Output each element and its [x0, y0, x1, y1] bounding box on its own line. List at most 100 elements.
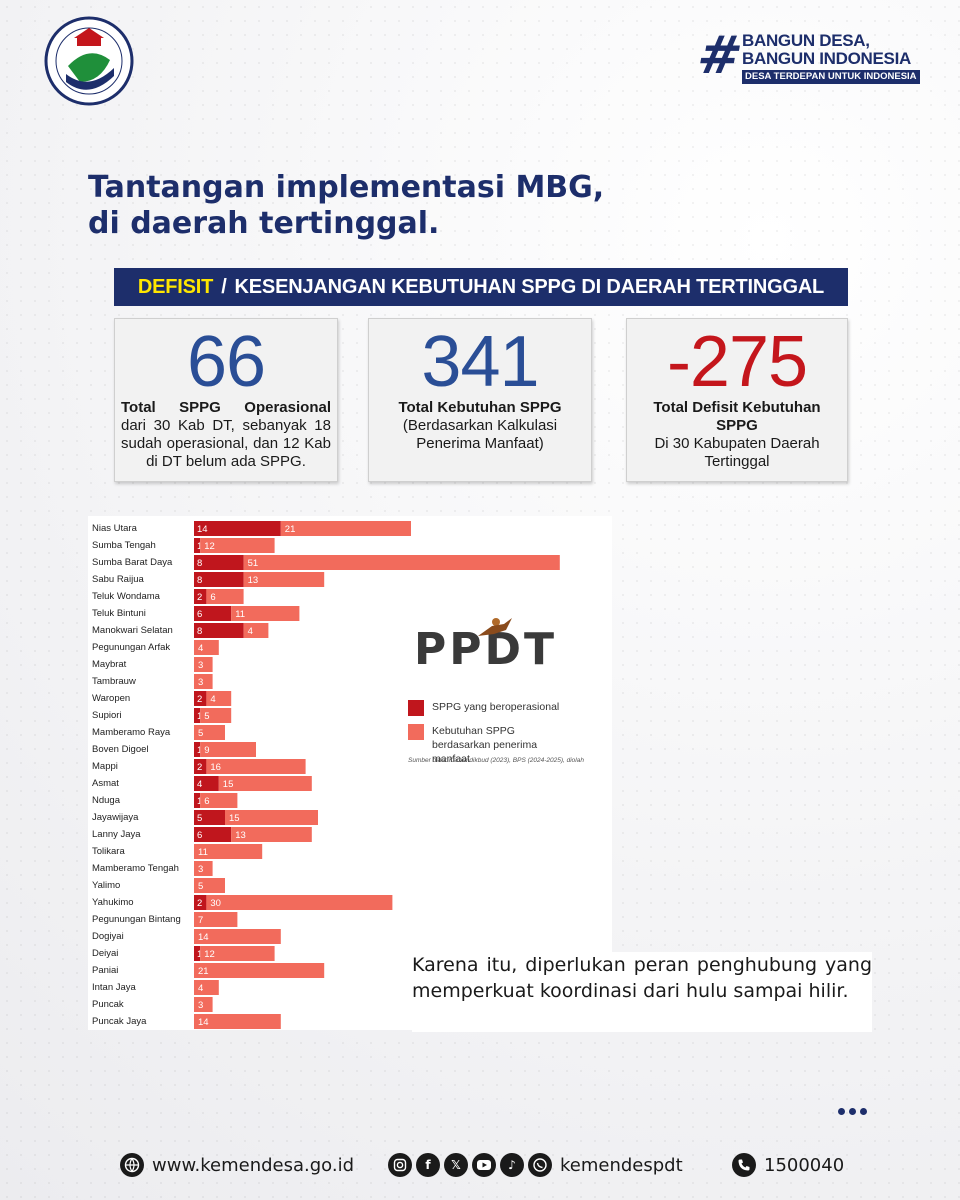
bar-row: Yahukimo 2 30 — [92, 895, 393, 910]
bar-row: Sumba Barat Daya 8 51 — [92, 555, 560, 570]
category-label: Sumba Tengah — [92, 540, 156, 551]
bar-row: Mamberamo Raya 5 — [92, 725, 225, 740]
facebook-icon[interactable]: f — [416, 1153, 440, 1177]
bar-row: Puncak 3 — [92, 997, 213, 1012]
bar-row: Pegunungan Bintang 7 — [92, 912, 238, 927]
bar-need — [231, 606, 300, 621]
bar-need — [194, 963, 325, 978]
bar-operational — [194, 538, 201, 553]
bar-row: Manokwari Selatan 8 4 — [92, 623, 269, 638]
category-label: Tambrauw — [92, 676, 136, 687]
bar-operational — [194, 776, 219, 791]
x-icon[interactable]: 𝕏 — [444, 1153, 468, 1177]
ppdt-figure-icon — [478, 618, 512, 636]
whatsapp-icon[interactable] — [528, 1153, 552, 1177]
value-label-operational: 8 — [197, 558, 202, 569]
stat-value: -275 — [666, 322, 808, 402]
value-label-need: 5 — [198, 881, 203, 892]
bar-operational — [194, 623, 244, 638]
value-label-operational: 1 — [197, 745, 202, 756]
banner-highlight: DEFISIT — [137, 275, 214, 298]
footer-website[interactable]: www.kemendesa.go.id — [120, 1152, 354, 1178]
stat-value: 66 — [186, 322, 266, 402]
category-label: Puncak Jaya — [92, 1016, 147, 1027]
title-line-2: di daerah tertinggal. — [88, 206, 440, 241]
stat-box-need: 341 Total Kebutuhan SPPG (Berdasarkan Ka… — [368, 318, 592, 482]
bar-need — [206, 759, 306, 774]
category-label: Nduga — [92, 795, 121, 806]
bar-need — [206, 691, 232, 706]
legend-label: Kebutuhan SPPG berdasarkan penerima manf… — [432, 725, 538, 765]
value-label-need: 7 — [198, 915, 203, 926]
value-label-operational: 6 — [197, 830, 202, 841]
bar-row: Deiyai 1 12 — [92, 946, 275, 961]
banner-text: KESENJANGAN KEBUTUHAN SPPG DI DAERAH TER… — [234, 275, 825, 298]
stat-description: (Berdasarkan Kalkulasi Penerima Manfaat) — [402, 417, 558, 452]
category-label: Lanny Jaya — [92, 829, 141, 840]
bar-row: Teluk Bintuni 6 11 — [92, 606, 300, 621]
bar-row: Asmat 4 15 — [92, 776, 312, 791]
section-banner: DEFISIT / KESENJANGAN KEBUTUHAN SPPG DI … — [114, 268, 848, 306]
phone-number: 1500040 — [764, 1154, 845, 1176]
category-label: Intan Jaya — [92, 982, 137, 993]
bar-need — [194, 844, 263, 859]
bar-operational — [194, 691, 207, 706]
bar-row: Yalimo 5 — [92, 878, 225, 893]
bar-operational — [194, 895, 207, 910]
bar-operational — [194, 827, 232, 842]
bar-need — [200, 708, 232, 723]
footer-phone[interactable]: 1500040 — [732, 1152, 844, 1178]
website-text: www.kemendesa.go.id — [152, 1154, 355, 1176]
value-label-need: 13 — [235, 830, 246, 841]
stat-label: Total Defisit Kebutuhan SPPG — [653, 399, 821, 434]
bar-row: Paniai 21 — [92, 963, 325, 978]
value-label-operational: 2 — [197, 694, 202, 705]
category-label: Jayawijaya — [92, 812, 139, 823]
bar-operational — [194, 708, 201, 723]
bar-need — [280, 521, 411, 536]
value-label-operational: 1 — [197, 796, 202, 807]
bar-row: Tambrauw 3 — [92, 674, 213, 689]
youtube-icon[interactable] — [472, 1153, 496, 1177]
legend-item-need: Kebutuhan SPPG berdasarkan penerima manf… — [408, 724, 572, 766]
value-label-need: 4 — [210, 694, 215, 705]
value-label-need: 6 — [204, 796, 209, 807]
instagram-icon[interactable] — [388, 1153, 412, 1177]
bar-operational — [194, 946, 201, 961]
value-label-need: 21 — [198, 966, 209, 977]
bar-need — [194, 657, 213, 672]
category-label: Paniai — [92, 965, 118, 976]
value-label-need: 12 — [204, 541, 215, 552]
category-label: Sabu Raijua — [92, 574, 144, 585]
tiktok-icon[interactable]: ♪ — [500, 1153, 524, 1177]
bar-need — [194, 861, 213, 876]
value-label-need: 15 — [223, 779, 234, 790]
bar-need — [206, 895, 393, 910]
bar-need — [243, 572, 325, 587]
bar-row: Maybrat 3 — [92, 657, 213, 672]
category-label: Asmat — [92, 778, 119, 789]
hashtag-tagline: DESA TERDEPAN UNTUK INDONESIA — [742, 70, 920, 84]
bar-need — [194, 878, 225, 893]
bar-need — [243, 623, 269, 638]
stat-label: Total SPPG Operasional — [121, 399, 331, 416]
value-label-need: 15 — [229, 813, 240, 824]
stat-box-deficit: -275 Total Defisit Kebutuhan SPPG Di 30 … — [626, 318, 848, 482]
legend-item-operational: SPPG yang beroperasional — [408, 700, 572, 716]
bar-operational — [194, 521, 281, 536]
bar-need — [194, 912, 238, 927]
value-label-need: 3 — [198, 1000, 203, 1011]
bar-need — [194, 929, 281, 944]
value-label-operational: 6 — [197, 609, 202, 620]
chart-legend: PPDT SPPG yang beroperasional Kebutuhan … — [404, 612, 584, 772]
bar-operational — [194, 606, 232, 621]
chart-source: Sumber data: Kemendikbud (2023), BPS (20… — [408, 757, 584, 764]
category-label: Boven Digoel — [92, 744, 149, 755]
bar-need — [194, 674, 213, 689]
stat-description: Di 30 Kabupaten Daerah Tertinggal — [654, 435, 820, 470]
bar-row: Supiori 1 5 — [92, 708, 232, 723]
bar-row: Boven Digoel 1 9 — [92, 742, 256, 757]
category-label: Pegunungan Bintang — [92, 914, 181, 925]
hashtag-logo: # BANGUN DESA, BANGUN INDONESIA DESA TER… — [693, 26, 920, 86]
